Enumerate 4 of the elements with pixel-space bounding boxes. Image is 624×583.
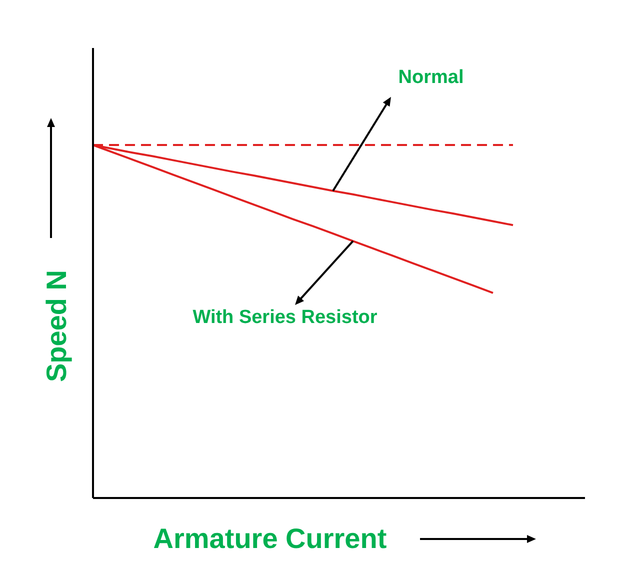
y-axis-title: Speed N bbox=[41, 270, 72, 382]
text: Normal bbox=[398, 66, 464, 88]
x-axis-title: Armature Current bbox=[153, 523, 387, 554]
annotation: With Series Resistor bbox=[192, 307, 378, 328]
